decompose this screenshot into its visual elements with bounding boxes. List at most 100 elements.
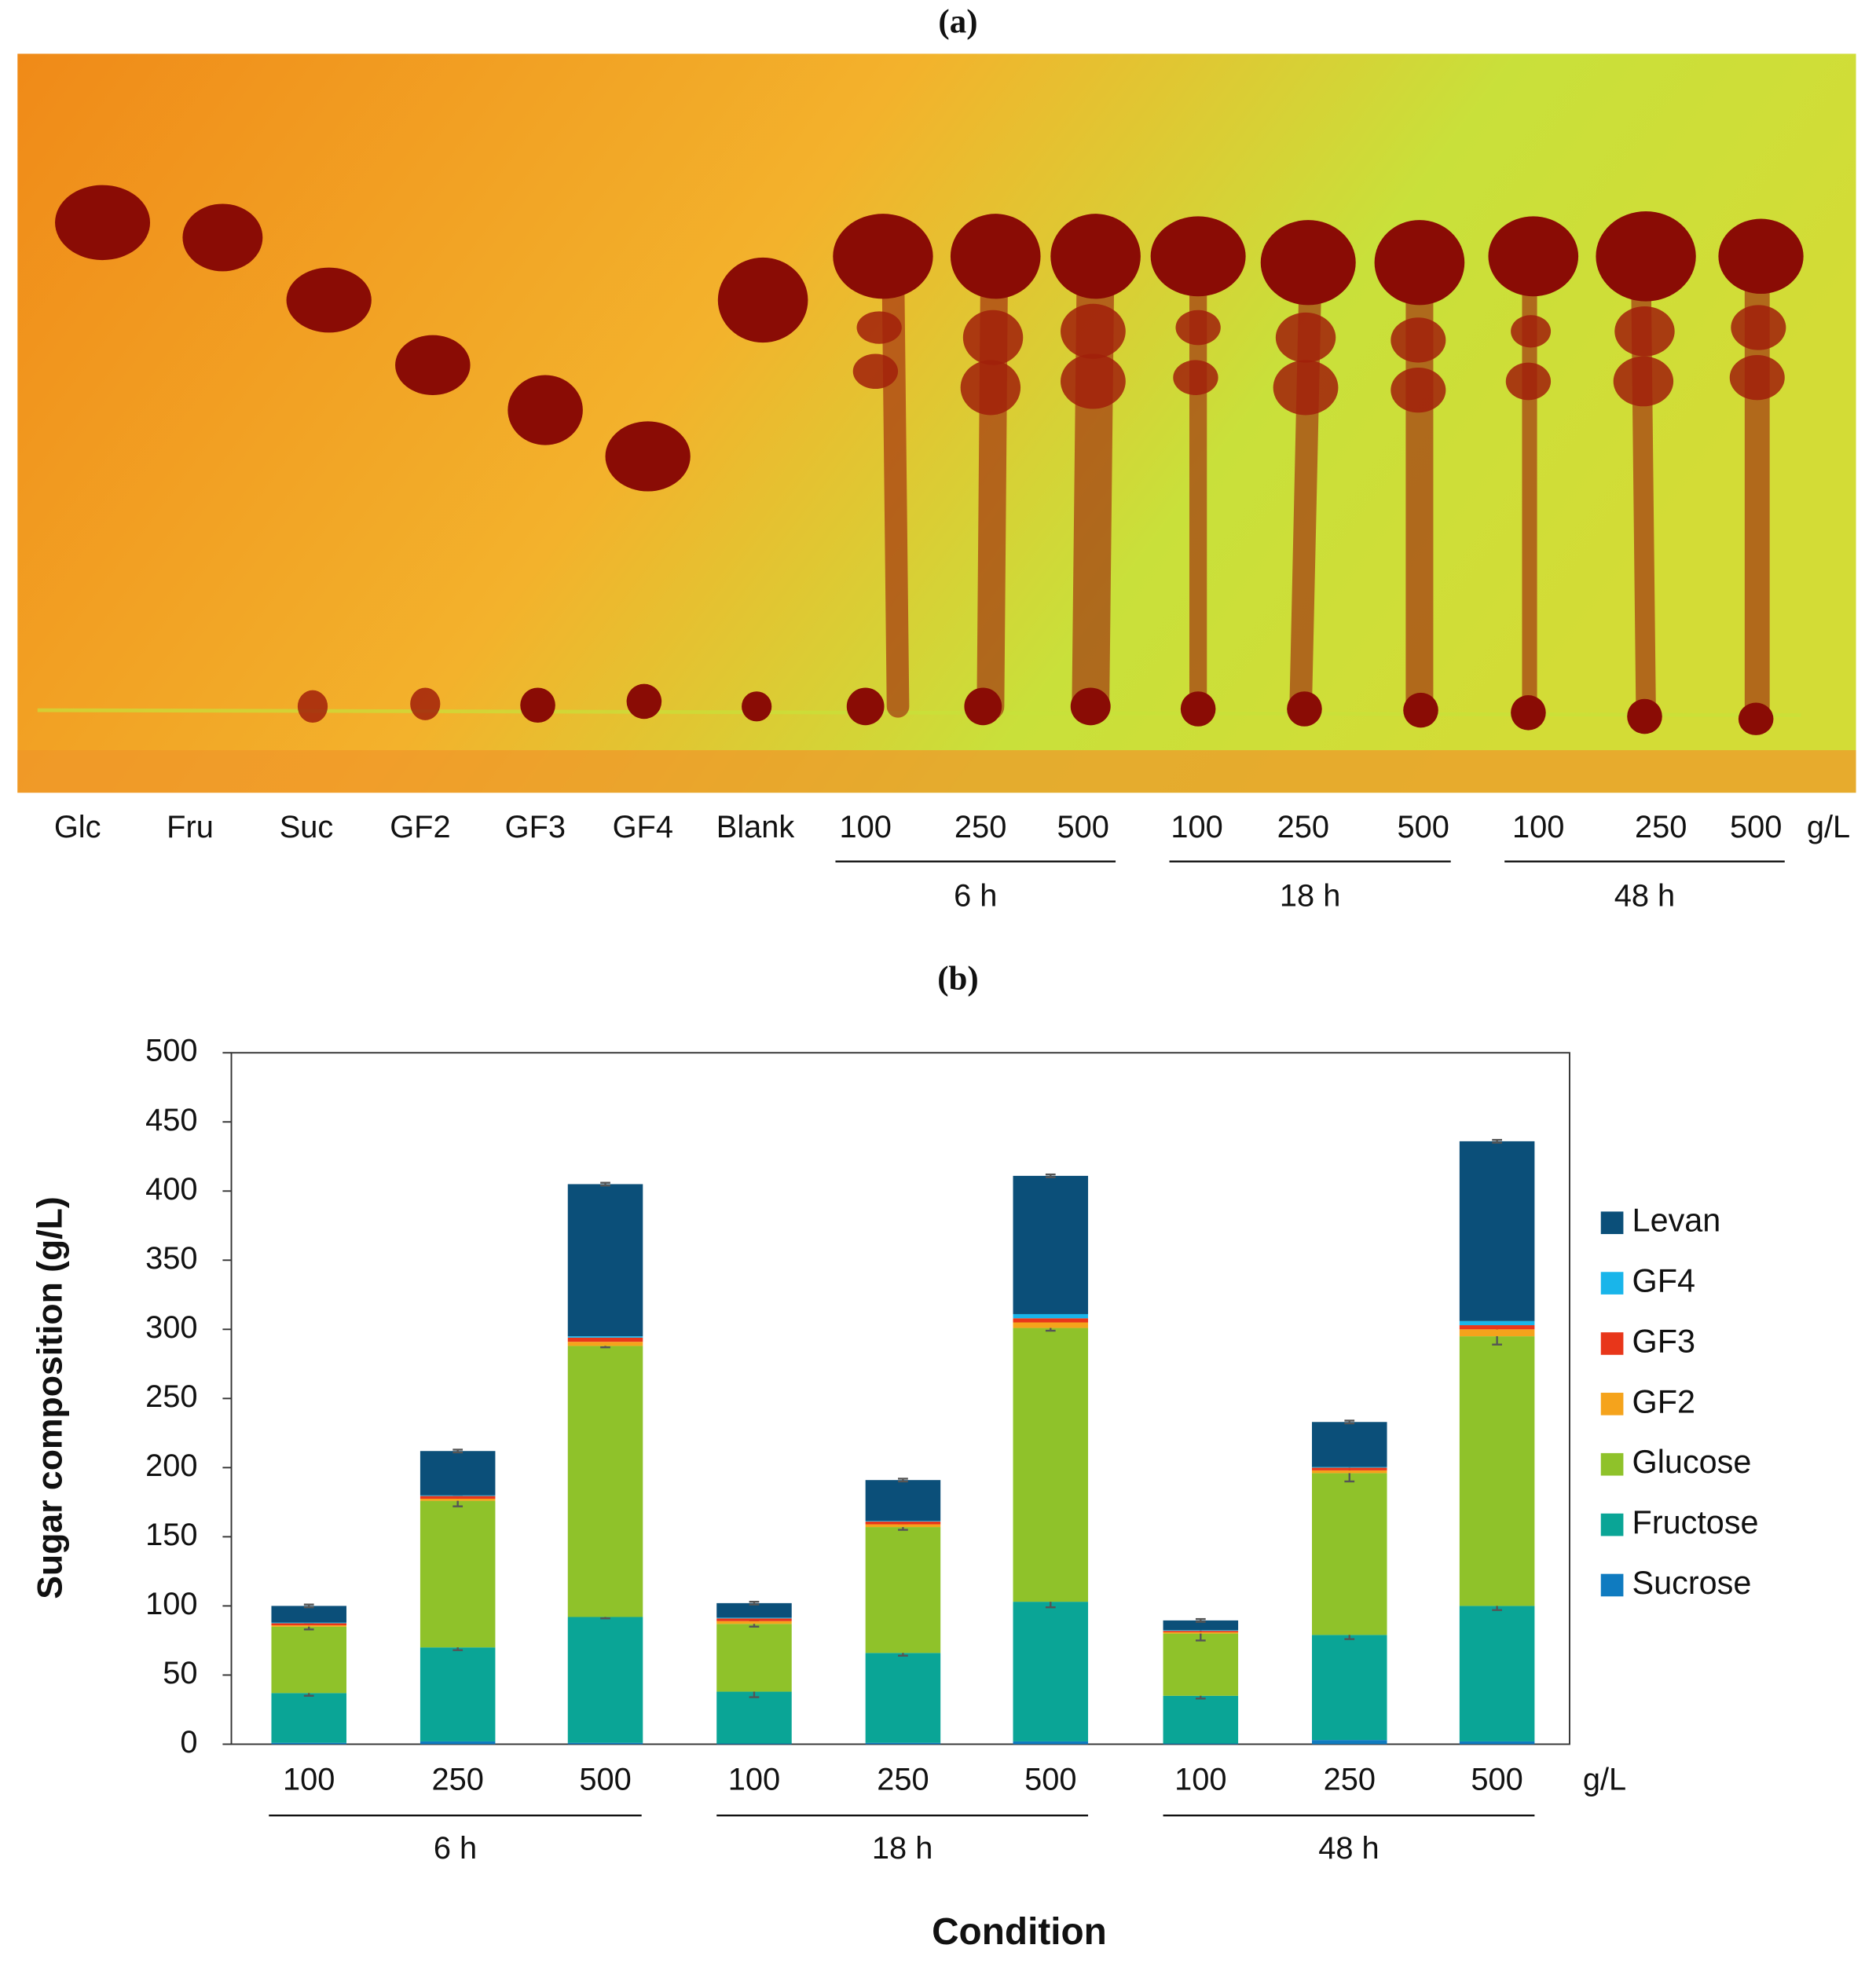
bar-segment — [865, 1524, 941, 1528]
lane-label: GF4 — [613, 810, 673, 844]
bar-segment — [271, 1623, 346, 1626]
lane-label: 250 — [954, 810, 1006, 844]
x-tick-label: 100 — [728, 1763, 780, 1797]
legend-label: GF3 — [1632, 1323, 1695, 1359]
legend-swatch — [1600, 1211, 1624, 1235]
bar-segment — [420, 1500, 496, 1648]
y-tick-label: 350 — [145, 1241, 197, 1276]
error-bar — [1344, 1419, 1355, 1425]
bar-segment — [1312, 1422, 1387, 1467]
lane-label: Fru — [167, 810, 214, 844]
bar-segment — [716, 1624, 792, 1692]
bar-segment — [1459, 1325, 1535, 1330]
x-tick-label: 100 — [283, 1763, 335, 1797]
bar-segment — [1163, 1620, 1239, 1631]
group-label: 48 h — [1318, 1831, 1379, 1866]
bar-segment — [1459, 1141, 1535, 1321]
lane-label: 500 — [1730, 810, 1782, 844]
bar-segment — [1312, 1470, 1387, 1474]
lane-label: GF3 — [505, 810, 566, 844]
legend-label: Sucrose — [1632, 1565, 1752, 1601]
bar-segment — [567, 1336, 643, 1338]
x-tick-label: 250 — [1324, 1763, 1376, 1797]
y-tick-label: 450 — [145, 1103, 197, 1137]
y-tick-label: 200 — [145, 1448, 197, 1483]
legend-swatch — [1600, 1272, 1624, 1295]
bar-segment — [271, 1626, 346, 1694]
bar-segment — [420, 1741, 496, 1745]
x-tick-label: 100 — [1174, 1763, 1226, 1797]
bar-segment — [567, 1342, 643, 1346]
bar-segment — [1312, 1740, 1387, 1745]
group-label: 6 h — [434, 1831, 477, 1866]
panel-label: (b) — [937, 960, 979, 997]
legend-swatch — [1600, 1573, 1624, 1597]
bar-segment — [1013, 1175, 1089, 1314]
bar-segment — [1459, 1606, 1535, 1741]
bar-segment — [271, 1625, 346, 1627]
error-bar — [1195, 1617, 1206, 1623]
y-axis-label: Sugar composition (g/L) — [31, 1196, 70, 1599]
legend-label: GF2 — [1632, 1383, 1695, 1419]
x-tick-label: 500 — [1024, 1763, 1076, 1797]
legend-label: Fructose — [1632, 1504, 1759, 1540]
bar-segment — [420, 1451, 496, 1496]
legend-label: Glucose — [1632, 1444, 1752, 1480]
bar-segment — [1163, 1695, 1239, 1744]
group-label: 48 h — [1614, 878, 1675, 913]
bar-segment — [1459, 1329, 1535, 1337]
legend-label: GF4 — [1632, 1263, 1695, 1299]
bar-segment — [865, 1527, 941, 1654]
bar-segment — [1163, 1632, 1239, 1634]
bar-segment — [1312, 1473, 1387, 1635]
lane-label: 500 — [1057, 810, 1108, 844]
y-tick-label: 300 — [145, 1310, 197, 1345]
bar-segment — [1013, 1741, 1089, 1745]
lane-label: Blank — [716, 810, 795, 844]
bar-segment — [420, 1496, 496, 1499]
bar-segment — [1163, 1630, 1239, 1632]
x-tick-label: 250 — [431, 1763, 483, 1797]
bar-segment — [567, 1617, 643, 1743]
lane-label: 100 — [839, 810, 891, 844]
bar-segment — [1013, 1328, 1089, 1602]
bar-segment — [1013, 1313, 1089, 1319]
lane-label: GF2 — [390, 810, 450, 844]
unit-label: g/L — [1807, 810, 1850, 844]
lane-label: 250 — [1277, 810, 1329, 844]
y-tick-label: 400 — [145, 1172, 197, 1207]
x-tick-label: 500 — [1471, 1763, 1522, 1797]
lane-label: Suc — [280, 810, 334, 844]
bar-segment — [865, 1480, 941, 1522]
bar-segment — [865, 1521, 941, 1522]
bar-segment — [1163, 1633, 1239, 1696]
lane-label: 500 — [1398, 810, 1449, 844]
x-axis-label: Condition — [932, 1911, 1107, 1953]
bar-segment — [1163, 1743, 1239, 1745]
bar-segment — [271, 1622, 346, 1624]
error-bar — [1045, 1173, 1056, 1178]
y-tick-label: 100 — [145, 1587, 197, 1621]
y-tick-label: 0 — [180, 1725, 197, 1760]
bar-segment — [420, 1647, 496, 1741]
legend-swatch — [1600, 1393, 1624, 1415]
bar-segment — [271, 1693, 346, 1743]
x-tick-label: 250 — [877, 1763, 929, 1797]
bar-segment — [716, 1621, 792, 1624]
bar-segment — [567, 1346, 643, 1617]
group-label: 18 h — [872, 1831, 933, 1866]
error-bar — [898, 1478, 908, 1483]
lane-label: 100 — [1512, 810, 1564, 844]
bar-segment — [865, 1742, 941, 1745]
bar-segment — [1013, 1322, 1089, 1328]
bar-segment — [865, 1653, 941, 1743]
lane-label: 100 — [1171, 810, 1222, 844]
unit-label: g/L — [1583, 1763, 1626, 1797]
legend-swatch — [1600, 1332, 1624, 1355]
bar-segment — [1312, 1635, 1387, 1741]
y-tick-label: 250 — [145, 1379, 197, 1414]
bar-segment — [716, 1602, 792, 1618]
error-bar — [453, 1448, 464, 1454]
tlc-plate — [17, 53, 1856, 793]
bar-segment — [271, 1742, 346, 1745]
